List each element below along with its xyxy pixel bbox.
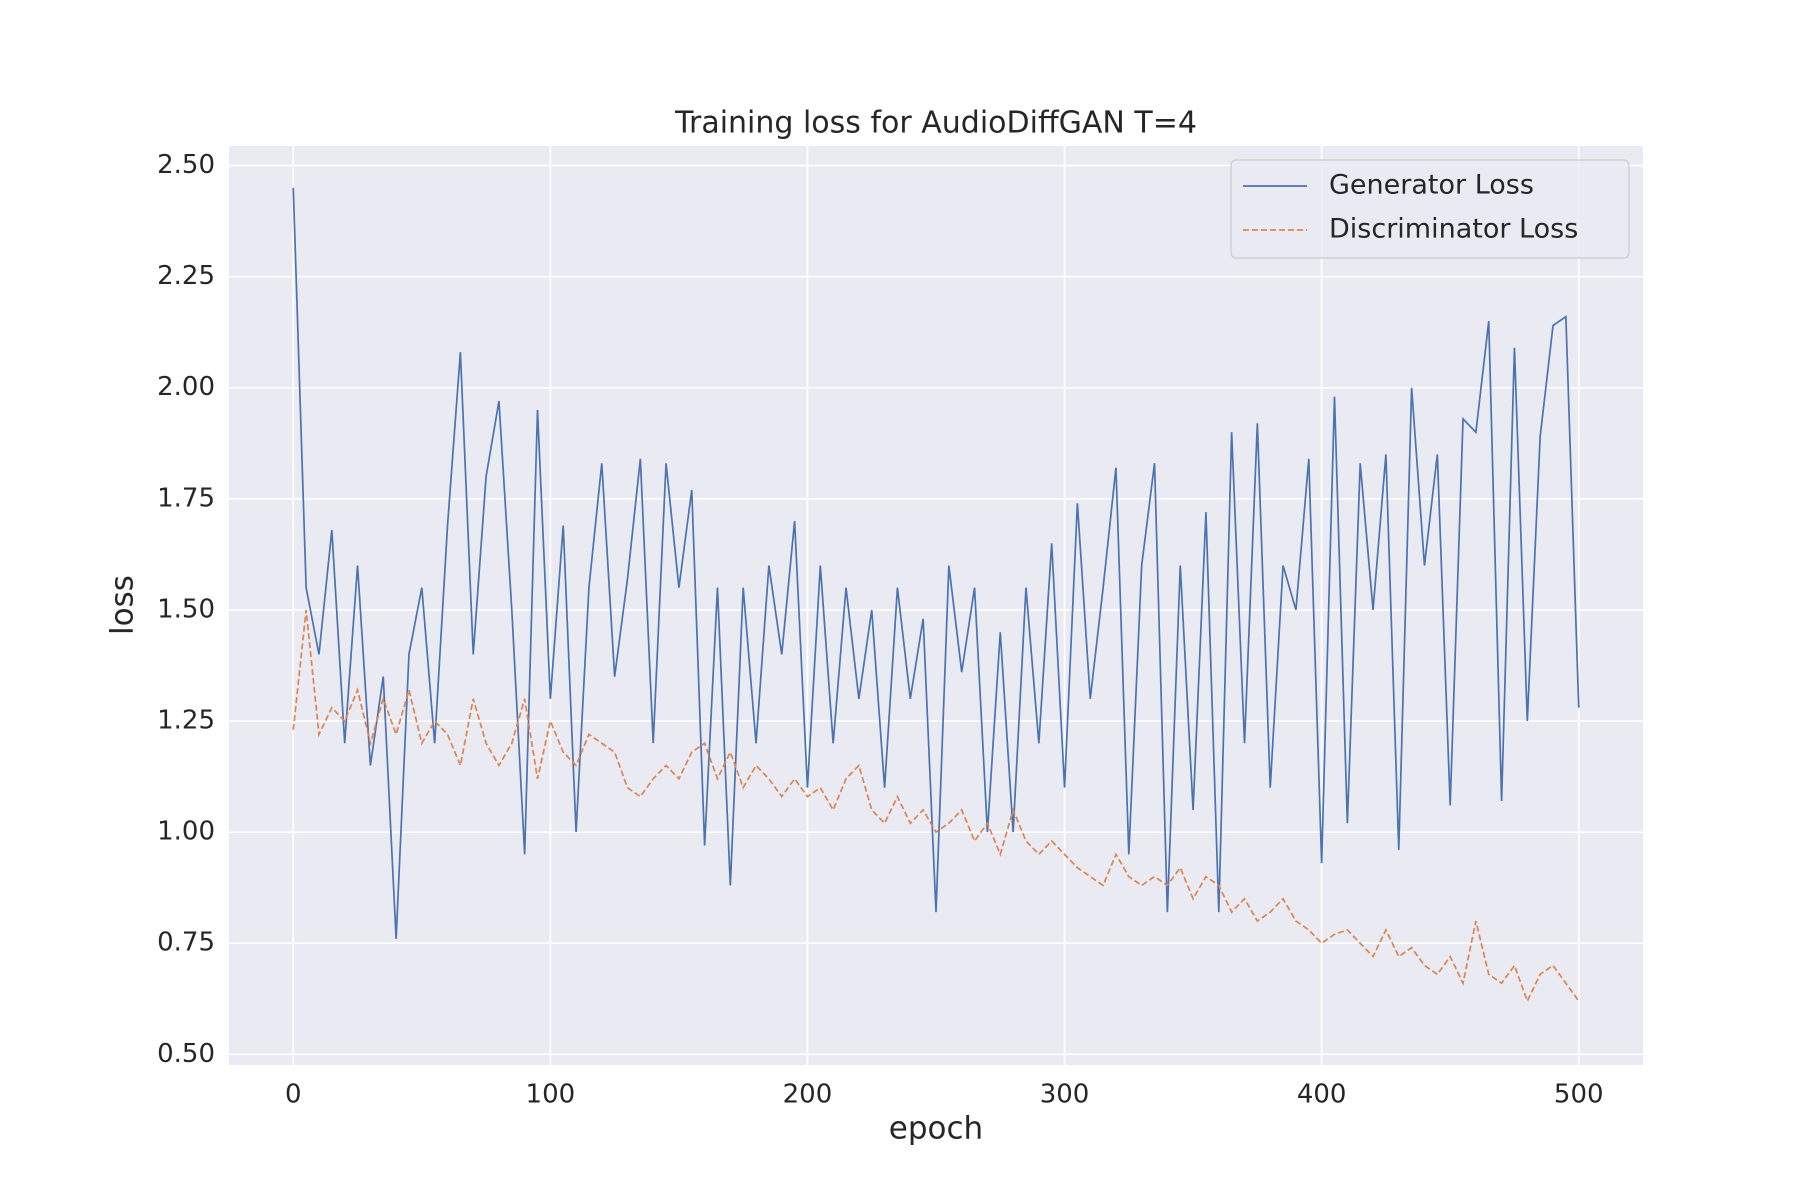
- x-tick-label: 100: [526, 1080, 576, 1110]
- legend: Generator Loss Discriminator Loss: [1230, 159, 1630, 259]
- legend-box: [1230, 159, 1630, 259]
- y-tick-label: 0.50: [157, 1039, 215, 1069]
- y-tick-label: 1.50: [157, 594, 215, 624]
- series-line: [292, 609, 1580, 1004]
- x-tick-label: 0: [285, 1080, 302, 1110]
- series-line: [292, 187, 1580, 939]
- x-axis-label: epoch: [889, 1111, 983, 1147]
- x-tick-label: 400: [1297, 1080, 1347, 1110]
- y-tick-label: 1.25: [157, 706, 215, 736]
- y-tick-label: 2.00: [157, 372, 215, 402]
- y-tick-label: 2.25: [157, 261, 215, 291]
- x-tick-label: 300: [1040, 1080, 1090, 1110]
- legend-label: Generator Loss: [1329, 170, 1534, 201]
- y-tick-label: 1.75: [157, 483, 215, 513]
- plot-area: [229, 146, 1643, 1065]
- y-axis-label: loss: [105, 575, 141, 635]
- x-tick-label: 200: [783, 1080, 833, 1110]
- y-tick-label: 2.50: [157, 150, 215, 180]
- chart-title: Training loss for AudioDiffGAN T=4: [674, 106, 1197, 141]
- legend-label: Discriminator Loss: [1329, 214, 1578, 245]
- y-tick-label: 0.75: [157, 928, 215, 958]
- y-tick-label: 1.00: [157, 817, 215, 847]
- x-tick-label: 500: [1554, 1080, 1604, 1110]
